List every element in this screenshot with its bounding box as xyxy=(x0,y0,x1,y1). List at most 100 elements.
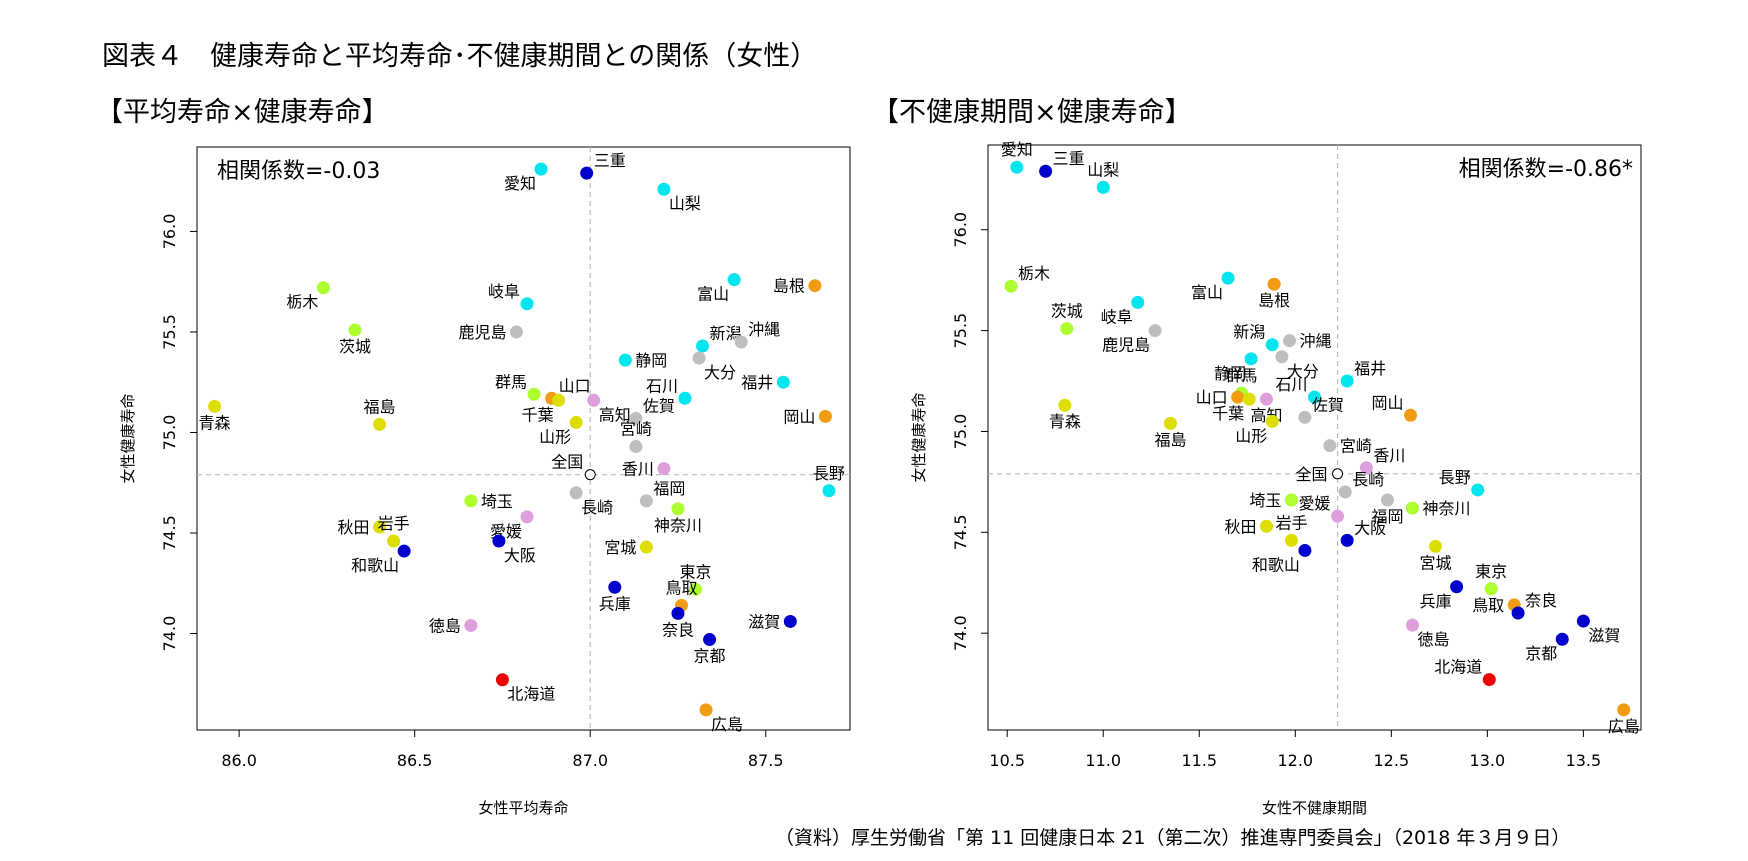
x-tick-label: 11.0 xyxy=(1085,751,1121,770)
point-label: 滋賀 xyxy=(1588,626,1620,645)
point-label: 福岡 xyxy=(1371,507,1403,526)
data-point xyxy=(492,534,506,548)
point-label: 埼玉 xyxy=(1249,491,1281,510)
x-axis-label: 女性平均寿命 xyxy=(478,799,568,817)
point-label: 山口 xyxy=(559,376,591,395)
data-point xyxy=(208,399,222,413)
point-label: 全国 xyxy=(1296,465,1328,484)
point-label: 山形 xyxy=(1235,426,1267,445)
point-label: 新潟 xyxy=(710,324,742,343)
figure-title: 図表４ 健康寿命と平均寿命･不健康期間との関係（女性） xyxy=(102,41,818,72)
point-label: 富山 xyxy=(1191,283,1223,302)
point-label: 兵庫 xyxy=(599,594,631,613)
data-point xyxy=(692,351,706,365)
plot-frame xyxy=(196,146,851,731)
data-point xyxy=(657,182,671,196)
data-point xyxy=(1284,493,1298,507)
point-label: 京都 xyxy=(1525,644,1557,663)
data-point xyxy=(1340,533,1354,547)
x-tick-label: 10.5 xyxy=(989,751,1025,770)
data-point xyxy=(1284,533,1298,547)
point-label: 宮崎 xyxy=(620,420,652,439)
point-label: 山梨 xyxy=(1087,160,1119,179)
y-tick-label: 74.0 xyxy=(951,615,970,651)
panel-title-left: 【平均寿命×健康寿命】 xyxy=(96,97,389,128)
data-point xyxy=(699,703,713,717)
data-point xyxy=(1484,582,1498,596)
point-label: 福岡 xyxy=(653,479,685,498)
data-point xyxy=(1231,390,1245,404)
x-tick-label: 86.5 xyxy=(397,751,433,770)
point-label: 和歌山 xyxy=(351,556,399,575)
data-point xyxy=(464,618,478,632)
y-tick-label: 75.0 xyxy=(160,415,179,451)
data-point xyxy=(1010,160,1024,174)
data-point xyxy=(1380,493,1394,507)
point-label: 青森 xyxy=(199,413,231,432)
data-point xyxy=(629,440,643,454)
data-point xyxy=(1058,398,1072,412)
point-label: 栃木 xyxy=(1018,264,1050,283)
data-point xyxy=(1163,416,1177,430)
point-label: 山口 xyxy=(1196,388,1228,407)
data-point xyxy=(520,510,534,524)
y-tick-label: 76.0 xyxy=(951,212,970,248)
data-point xyxy=(734,335,748,349)
point-label: 神奈川 xyxy=(1422,499,1470,518)
y-axis-label: 女性健康寿命 xyxy=(910,392,928,482)
point-label: 兵庫 xyxy=(1420,592,1452,611)
data-point xyxy=(776,375,790,389)
data-point xyxy=(678,391,692,405)
point-label: 石川 xyxy=(646,376,678,395)
data-point xyxy=(639,540,653,554)
data-point xyxy=(671,606,685,620)
point-label: 福島 xyxy=(1154,430,1186,449)
data-point xyxy=(552,393,566,407)
point-label: 山形 xyxy=(539,427,571,446)
point-label: 富山 xyxy=(697,285,729,304)
data-point xyxy=(1298,543,1312,557)
point-label: 奈良 xyxy=(1525,591,1557,610)
point-label: 滋賀 xyxy=(748,612,780,631)
data-point xyxy=(520,297,534,311)
point-label: 東京 xyxy=(1475,562,1507,581)
data-point xyxy=(1404,408,1418,422)
x-tick-label: 13.5 xyxy=(1566,751,1602,770)
point-label: 三重 xyxy=(1053,149,1085,168)
point-label: 千葉 xyxy=(522,405,554,424)
x-tick-label: 87.5 xyxy=(748,751,784,770)
point-label: 三重 xyxy=(594,151,626,170)
plot-frame xyxy=(987,144,1642,731)
point-label: 佐賀 xyxy=(1312,395,1344,414)
data-point xyxy=(783,614,797,628)
point-label: 秋田 xyxy=(1224,517,1256,536)
point-label: 岩手 xyxy=(1275,513,1307,532)
data-point xyxy=(822,484,836,498)
data-point xyxy=(1405,618,1419,632)
data-point xyxy=(1265,414,1279,428)
source-note: （資料）厚生労働省「第 11 回健康日本 21（第二次）推進専門委員会」（201… xyxy=(775,827,1571,849)
point-label: 徳島 xyxy=(1417,630,1449,649)
point-label: 奈良 xyxy=(662,620,694,639)
point-label: 長崎 xyxy=(581,498,613,517)
point-label: 長崎 xyxy=(1352,470,1384,489)
point-label: 宮城 xyxy=(604,538,636,557)
y-tick-label: 76.0 xyxy=(160,214,179,250)
scatter-chart-life-expectancy: 86.0 86.5 87.0 87.5 74.0 74.5 75.0 75.5 76.0 女性平均… xyxy=(119,146,851,817)
data-point xyxy=(1242,392,1256,406)
point-label: 神奈川 xyxy=(654,516,702,535)
data-point xyxy=(629,411,643,425)
correlation-annotation: 相関係数=-0.03 xyxy=(217,159,380,184)
point-label: 栃木 xyxy=(286,293,318,312)
point-label: 京都 xyxy=(694,647,726,666)
point-label: 群馬 xyxy=(1226,366,1258,385)
point-label: 岐阜 xyxy=(488,282,520,301)
data-point xyxy=(464,494,478,508)
point-label: 広島 xyxy=(711,715,743,734)
data-point xyxy=(1576,614,1590,628)
point-label: 静岡 xyxy=(1214,364,1246,383)
data-point xyxy=(1275,350,1289,364)
x-tick-label: 86.0 xyxy=(221,751,257,770)
data-point xyxy=(1450,580,1464,594)
data-point xyxy=(569,415,583,429)
